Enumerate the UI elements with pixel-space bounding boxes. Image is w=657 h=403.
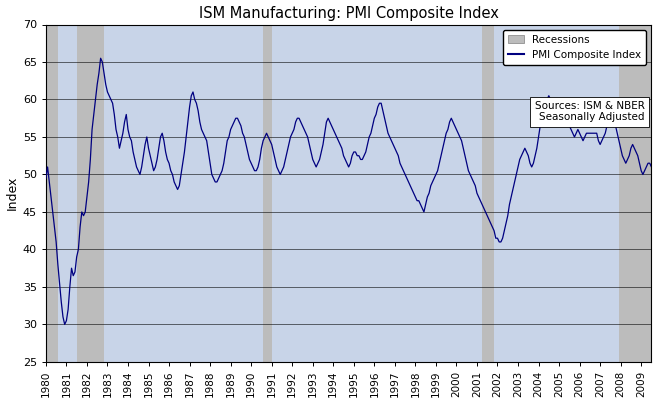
Bar [619,25,652,362]
Bar [77,25,104,362]
Y-axis label: Index: Index [5,176,18,210]
Legend: Recessions, PMI Composite Index: Recessions, PMI Composite Index [503,30,646,65]
Bar [482,25,494,362]
Bar [263,25,272,362]
Title: ISM Manufacturing: PMI Composite Index: ISM Manufacturing: PMI Composite Index [198,6,499,21]
Bar [46,25,58,362]
Text: Sources: ISM & NBER
Seasonally Adjusted: Sources: ISM & NBER Seasonally Adjusted [535,101,645,123]
